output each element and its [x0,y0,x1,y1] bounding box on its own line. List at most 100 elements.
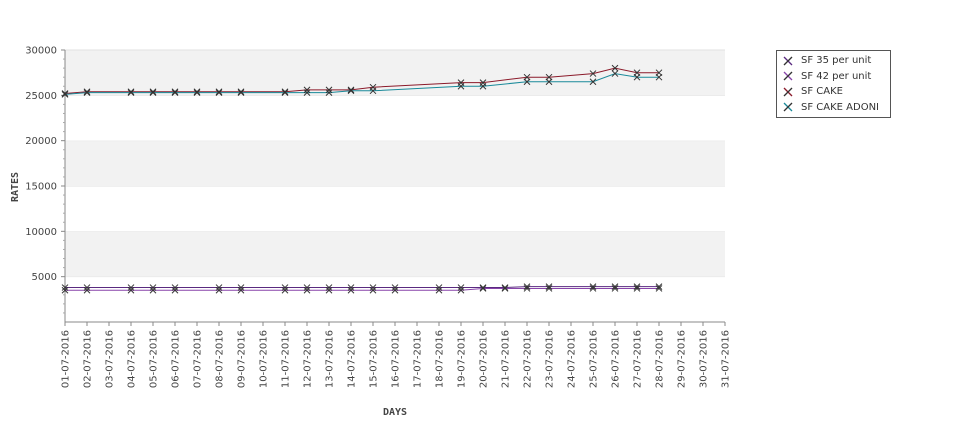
data-point [655,285,663,292]
marker-stroke [237,284,245,291]
marker-stroke [237,89,245,96]
data-point [369,87,377,95]
data-point [457,284,465,291]
x-tick-label: 26-07-2016 [611,330,622,388]
marker-stroke [545,283,553,290]
marker-stroke [325,89,333,96]
marker-stroke [457,286,465,294]
data-point [369,284,377,291]
marker-stroke [171,284,179,291]
x-tick-label: 18-07-2016 [435,330,446,388]
marker-stroke [369,284,377,291]
marker-stroke [127,286,135,294]
y-tick-label: 20000 [25,136,57,147]
marker-stroke [347,87,355,95]
x-tick-label: 30-07-2016 [699,330,710,388]
data-point [281,89,289,96]
data-point [237,88,245,96]
data-point [501,285,509,292]
x-tick-label: 15-07-2016 [369,330,380,388]
data-point [589,70,597,77]
data-point [61,286,69,294]
data-point [633,283,641,290]
data-point [281,284,289,291]
marker-stroke [479,284,487,291]
x-tick-label: 22-07-2016 [523,330,534,388]
series-markers [61,64,663,294]
x-tick-label: 08-07-2016 [215,330,226,388]
marker-stroke [281,89,289,96]
x-tick-label: 13-07-2016 [325,330,336,388]
marker-stroke [303,89,311,96]
marker-stroke [347,284,355,291]
legend: SF 35 per unit SF 42 per unit SF CAKE SF CA… [776,50,891,118]
x-tick-label: 01-07-2016 [61,330,72,388]
marker-stroke [237,286,245,294]
data-point [61,91,69,98]
data-point [149,89,157,96]
marker-stroke [193,88,201,96]
marker-stroke [149,88,157,96]
marker-stroke [303,86,311,94]
legend-marker-stroke [783,102,793,112]
data-point [523,283,531,290]
data-point [611,64,619,72]
marker-stroke [281,88,289,96]
data-point [611,70,619,77]
marker-stroke [611,70,619,77]
marker-stroke [589,70,597,77]
marker-stroke [369,286,377,294]
marker-stroke [83,284,91,291]
marker-stroke [325,86,333,94]
plot-background-bands [65,49,725,322]
data-point [545,285,553,292]
x-tick-label: 14-07-2016 [347,330,358,388]
legend-item: SF CAKE ADONI [781,100,890,116]
data-point [127,89,135,96]
data-point [457,82,465,90]
data-point [347,87,355,95]
marker-stroke [149,286,157,294]
y-tick-label: 15000 [25,182,57,193]
data-point [611,283,619,290]
marker-stroke [171,89,179,96]
marker-stroke [215,89,223,96]
marker-stroke [303,286,311,294]
marker-stroke [61,284,69,291]
data-point [545,78,553,86]
marker-stroke [61,91,69,98]
x-tick-label: 11-07-2016 [281,330,292,388]
data-point [435,286,443,294]
plot-band [65,50,725,96]
data-point [171,89,179,96]
data-point [171,284,179,291]
data-point [589,283,597,290]
marker-stroke [589,78,597,86]
x-tick-label: 12-07-2016 [303,330,314,388]
data-point [523,285,531,292]
data-point [611,285,619,292]
data-point [325,286,333,294]
legend-label: SF 35 per unit [801,55,872,67]
marker-stroke [589,283,597,290]
x-axis-ticks: 01-07-2016 02-07-2016 03-07-2016 04-07-2016… [61,322,732,388]
data-point [589,78,597,86]
data-point [83,89,91,96]
x-tick-label: 28-07-2016 [655,330,666,388]
data-point [325,86,333,94]
data-point [523,78,531,86]
marker-stroke [611,283,619,290]
plot-band [65,95,725,141]
marker-stroke [523,283,531,290]
x-tick-label: 25-07-2016 [589,330,600,388]
data-point [149,88,157,96]
marker-stroke [347,86,355,94]
legend-marker-stroke [783,71,793,81]
x-tick-label: 23-07-2016 [545,330,556,388]
marker-stroke [633,283,641,290]
data-point [479,284,487,291]
marker-stroke [655,283,663,290]
x-tick-label: 04-07-2016 [127,330,138,388]
data-point [61,90,69,97]
